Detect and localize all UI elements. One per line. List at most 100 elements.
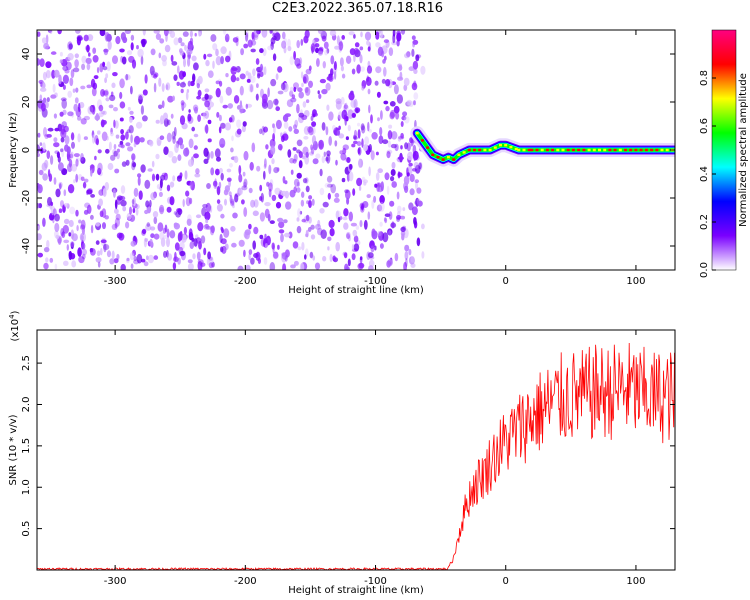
noise-blob <box>116 253 120 260</box>
noise-blob <box>328 74 334 82</box>
noise-blob <box>404 250 409 261</box>
noise-blob <box>102 120 107 125</box>
noise-blob <box>37 233 42 241</box>
noise-blob <box>408 256 415 265</box>
noise-blob <box>153 233 160 240</box>
noise-blob <box>283 121 289 129</box>
noise-blob <box>411 35 416 40</box>
noise-blob <box>385 39 390 48</box>
noise-blob <box>396 191 400 200</box>
noise-blob <box>95 113 100 122</box>
noise-blob <box>90 214 94 220</box>
ridge-mark <box>608 148 612 152</box>
noise-blob <box>82 242 86 250</box>
signal-ridge <box>415 132 674 161</box>
noise-blob <box>103 244 110 251</box>
noise-blob <box>183 226 187 235</box>
noise-blob <box>259 234 264 240</box>
noise-blob <box>230 74 237 83</box>
noise-blob <box>164 44 171 53</box>
noise-blob <box>287 149 292 158</box>
noise-blob <box>109 94 116 102</box>
noise-blob <box>216 203 223 212</box>
noise-blob <box>55 234 60 239</box>
noise-blob <box>400 231 406 237</box>
noise-blob <box>298 160 303 169</box>
noise-blob <box>184 44 187 51</box>
noise-blob <box>95 222 100 227</box>
noise-blob <box>59 183 62 190</box>
noise-blob <box>271 242 275 250</box>
noise-blob <box>75 209 79 217</box>
noise-blob <box>93 75 99 80</box>
ridge-mark <box>629 148 633 152</box>
noise-blob <box>376 91 381 98</box>
noise-blob <box>115 213 121 221</box>
snr-x-label: Height of straight line (km) <box>288 585 424 596</box>
noise-blob <box>377 46 384 56</box>
noise-blob <box>220 246 224 253</box>
noise-blob <box>95 138 99 146</box>
noise-blob <box>37 58 41 66</box>
noise-blob <box>326 150 331 157</box>
noise-blob <box>293 260 299 266</box>
noise-blob <box>53 142 60 148</box>
noise-blob <box>74 30 81 34</box>
noise-blob <box>413 161 419 169</box>
noise-blob <box>88 52 91 57</box>
noise-blob <box>318 50 323 56</box>
noise-blob <box>100 89 106 97</box>
noise-blob <box>332 255 336 262</box>
noise-blob <box>311 198 315 206</box>
noise-blob <box>45 70 51 79</box>
noise-blob <box>292 158 297 164</box>
noise-blob <box>72 67 80 73</box>
noise-blob <box>310 224 315 230</box>
noise-blob <box>43 126 47 137</box>
noise-blob <box>250 199 256 208</box>
ridge-mark <box>457 153 461 156</box>
y-tick-label: 0 <box>21 147 32 153</box>
noise-blob <box>153 30 160 34</box>
noise-blob <box>96 250 101 257</box>
noise-blob <box>57 237 62 245</box>
ridge-mark <box>499 144 502 147</box>
noise-blob <box>264 158 267 168</box>
noise-blob <box>138 190 143 200</box>
noise-blob <box>370 114 373 124</box>
noise-blob <box>275 119 282 130</box>
noise-blob <box>269 30 273 34</box>
noise-blob <box>385 79 391 87</box>
noise-blob <box>59 111 64 117</box>
noise-blob <box>105 148 110 154</box>
noise-blob <box>70 132 75 141</box>
noise-blob <box>191 55 197 62</box>
noise-blob <box>52 215 55 224</box>
noise-blob <box>182 31 189 37</box>
noise-blob <box>345 231 351 239</box>
noise-blob <box>407 151 414 161</box>
noise-blob <box>362 201 369 208</box>
noise-blob <box>352 188 356 196</box>
noise-blob <box>238 173 243 183</box>
noise-blob <box>54 127 60 132</box>
noise-blob <box>373 195 377 203</box>
snr-x-ticks: -300 -200 -100 0 100 <box>104 330 645 587</box>
noise-blob <box>48 215 54 221</box>
noise-blob <box>293 50 296 60</box>
noise-blob <box>125 131 129 140</box>
noise-blob <box>299 262 305 270</box>
noise-blob <box>68 232 72 237</box>
noise-blob <box>324 49 328 56</box>
noise-blob <box>53 177 57 185</box>
x-tick-label: -300 <box>104 276 127 287</box>
noise-blob <box>327 192 331 200</box>
noise-blob <box>90 248 96 256</box>
noise-blob <box>363 144 368 152</box>
noise-blob <box>77 133 81 143</box>
ridge-mark <box>509 145 513 149</box>
noise-blob <box>375 172 380 181</box>
noise-blob <box>159 206 164 213</box>
noise-blob <box>187 113 192 122</box>
ridge-mark <box>587 148 591 152</box>
